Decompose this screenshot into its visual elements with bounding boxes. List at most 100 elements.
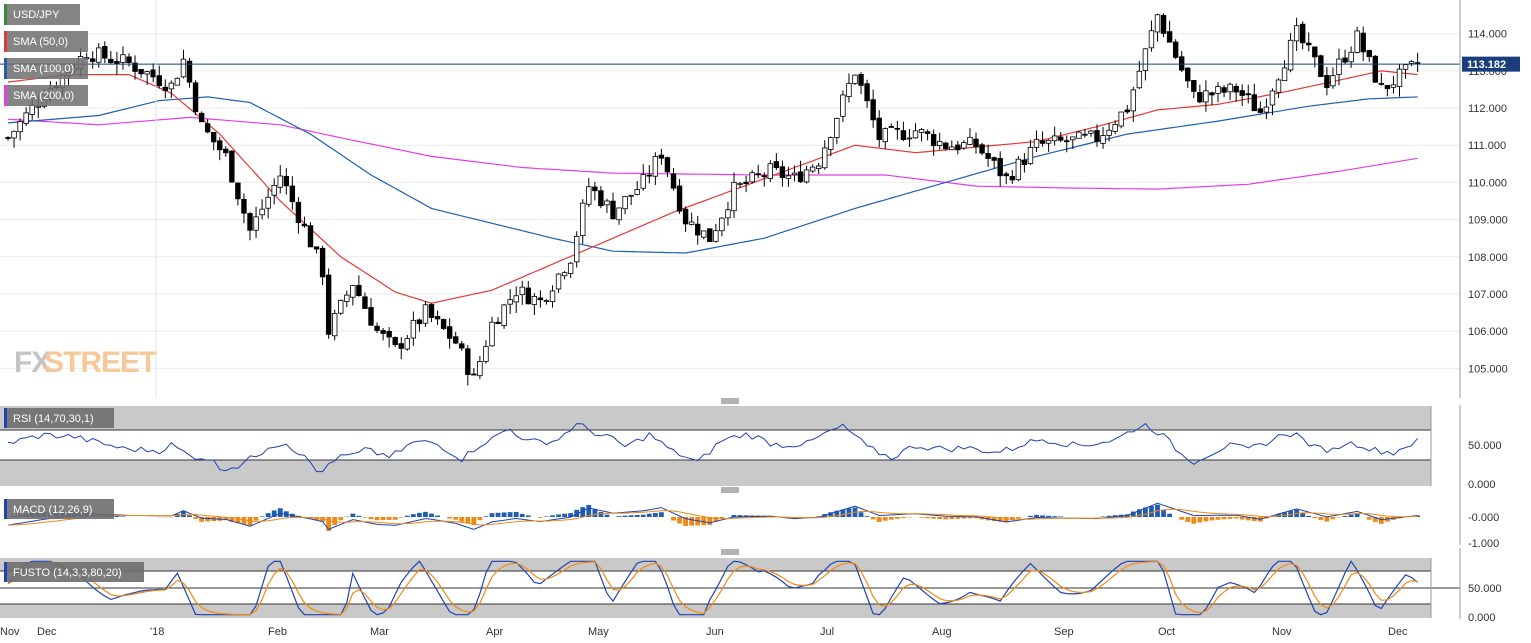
macd-bar	[265, 513, 271, 517]
macd-bar	[991, 517, 997, 522]
candle	[1130, 86, 1136, 122]
macd-bar	[973, 517, 979, 519]
candle	[1118, 111, 1124, 129]
macd-bar	[501, 512, 507, 517]
macd-bar	[858, 512, 864, 517]
macd-bar	[1106, 515, 1112, 517]
last-price-value: 113.182	[1467, 59, 1506, 71]
candle	[561, 271, 568, 280]
candle	[519, 280, 525, 305]
macd-bar	[1112, 515, 1118, 517]
macd-bar	[429, 513, 434, 517]
candle	[416, 318, 423, 332]
macd-bar	[919, 517, 924, 518]
candle	[1408, 59, 1415, 67]
candle	[17, 118, 23, 141]
macd-bar	[380, 517, 386, 521]
macd-bar	[707, 517, 713, 526]
candle	[1257, 101, 1264, 114]
sma-200-line	[7, 116, 1418, 190]
watermark-street: STREET	[44, 346, 157, 379]
last-price-tag-bg	[1462, 56, 1520, 72]
macd-bar	[640, 514, 646, 517]
macd-signal-line	[7, 508, 1418, 526]
candle	[1293, 17, 1300, 52]
candle	[1251, 83, 1257, 112]
macd-bar	[120, 516, 126, 517]
candle	[822, 140, 828, 170]
candle	[331, 309, 338, 341]
candle	[1275, 78, 1282, 98]
price-tick-label: 110.000	[1468, 177, 1507, 189]
indicator-tick-label: 0.000	[1468, 612, 1496, 624]
candle	[1021, 153, 1028, 173]
macd-bar	[568, 513, 574, 517]
candle	[495, 317, 501, 325]
candle	[1045, 139, 1052, 152]
candle	[882, 127, 888, 149]
candle	[1039, 131, 1046, 147]
candle	[598, 186, 604, 209]
macd-bar	[1300, 513, 1306, 517]
fusto-panel: 50.000 0.000	[0, 548, 1502, 624]
macd-bar	[628, 515, 634, 517]
macd-bar	[1034, 514, 1039, 517]
price-tick-label: 106.000	[1468, 326, 1508, 338]
time-tick-label: Apr	[486, 626, 503, 638]
candle	[610, 192, 616, 220]
macd-bar	[453, 517, 459, 520]
indicator-label: FUSTO (14,3,3,80,20)	[4, 562, 144, 582]
macd-bar	[1191, 517, 1197, 524]
macd-bar	[604, 514, 610, 517]
candle	[1287, 32, 1294, 73]
candle	[870, 89, 876, 128]
macd-bar	[828, 512, 834, 517]
macd-bar	[967, 517, 973, 519]
panel-resize-handle-3[interactable]	[721, 549, 739, 555]
candle	[235, 182, 241, 206]
time-tick-label: Oct	[1158, 626, 1175, 638]
macd-bar	[477, 517, 483, 521]
candle	[1027, 139, 1034, 166]
macd-bar	[1282, 512, 1287, 517]
macd-bar	[471, 517, 477, 525]
candle	[1058, 132, 1064, 143]
macd-bar	[1209, 517, 1215, 521]
candle	[1003, 171, 1009, 185]
candle	[1221, 85, 1227, 98]
candle	[434, 310, 441, 325]
macd-bar	[223, 517, 229, 521]
candle	[259, 199, 265, 220]
macd-bar	[314, 517, 319, 521]
macd-bar	[961, 517, 967, 519]
candle	[918, 127, 925, 142]
time-tick-label: Aug	[932, 626, 952, 638]
candle	[725, 201, 731, 226]
candle	[622, 196, 628, 215]
candle	[1215, 82, 1221, 103]
candle	[265, 188, 271, 219]
macd-bar	[894, 517, 900, 519]
macd-bar	[683, 517, 688, 526]
candle	[465, 344, 471, 386]
panel-resize-handle-2[interactable]	[721, 487, 739, 493]
macd-bar	[332, 517, 338, 526]
panel-resize-handle-1[interactable]	[721, 398, 739, 404]
candle	[513, 286, 519, 314]
time-axis: Nov Dec '18 Feb Mar Apr May Jun Jul Aug Sep Oct Nov D…	[0, 0, 1408, 638]
candle	[580, 199, 586, 244]
candle	[186, 58, 193, 88]
candle	[1354, 26, 1360, 54]
candle	[640, 164, 646, 191]
candle	[852, 74, 858, 86]
macd-bar	[259, 516, 265, 517]
macd-bar	[423, 511, 428, 517]
macd-bar	[949, 517, 955, 520]
macd-bar	[925, 517, 930, 519]
macd-bar	[1245, 517, 1251, 521]
candle	[858, 72, 864, 95]
candle	[979, 142, 985, 156]
main-plot-area	[0, 0, 1460, 398]
candle	[737, 181, 743, 189]
